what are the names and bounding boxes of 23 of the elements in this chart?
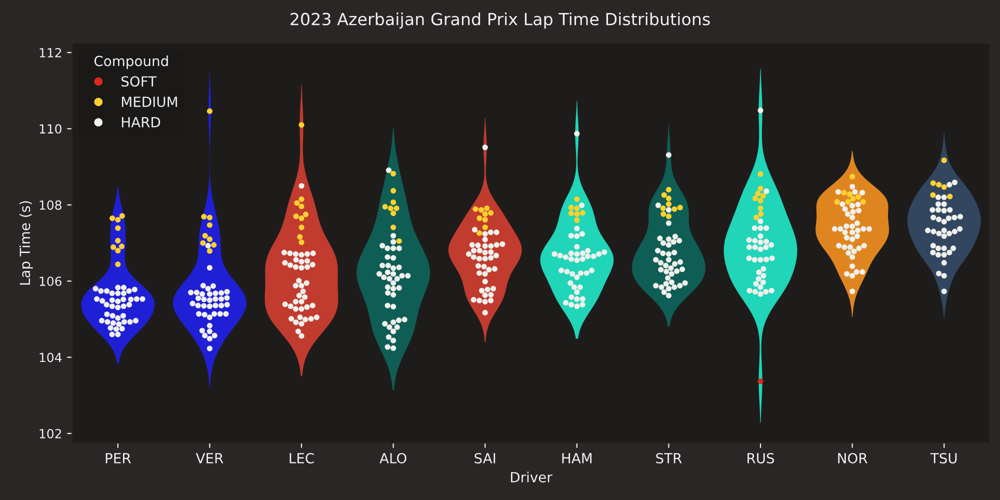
x-tick-label: TSU: [930, 452, 957, 464]
legend-label: MEDIUM: [122, 96, 177, 108]
legend-label: SOFT: [122, 76, 157, 87]
x-tick-label: HAM: [562, 453, 592, 464]
y-tick-label: 106: [40, 276, 62, 286]
y-axis-title: Lap Time (s): [19, 201, 33, 285]
x-axis-title: Driver: [510, 472, 552, 482]
x-tick-label: STR: [656, 452, 682, 464]
x-tick-label: PER: [106, 453, 131, 464]
x-tick-label: SAI: [474, 452, 496, 464]
x-tick-label: ALO: [380, 452, 406, 464]
x-tick-label: VER: [196, 453, 224, 464]
legend-title: Compound: [94, 56, 168, 69]
y-tick-label: 104: [40, 352, 62, 362]
x-tick-label: RUS: [748, 452, 774, 464]
legend-label: HARD: [122, 117, 160, 128]
y-tick-label: 102: [40, 428, 62, 438]
x-tick-label: NOR: [838, 452, 868, 464]
chart-title: 2023 Azerbaijan Grand Prix Lap Time Distributions: [290, 12, 710, 29]
x-tick-label: LEC: [290, 452, 314, 464]
y-tick-label: 112: [40, 48, 62, 58]
y-tick-label: 108: [40, 200, 62, 210]
y-tick-label: 110: [40, 124, 62, 134]
